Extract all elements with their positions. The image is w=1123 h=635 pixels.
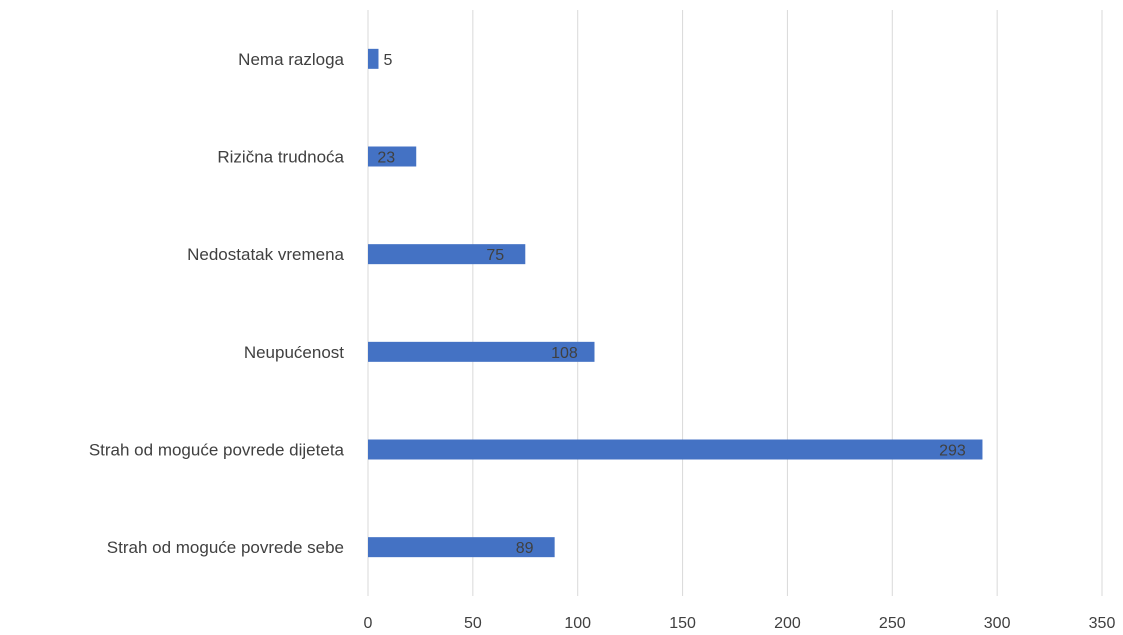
x-tick-label-350: 350 [1089,615,1116,632]
data-labels: 5 23 75 108 293 89 [377,52,966,557]
x-tick-label-0: 0 [364,615,373,632]
category-label-0: Nema razloga [238,50,344,69]
x-tick-label-50: 50 [464,615,482,632]
category-label-4: Strah od moguće povrede dijeteta [89,441,345,460]
gridlines [367,10,1103,596]
x-tick-labels: 0 50 100 150 200 250 300 350 [364,615,1116,632]
category-label-1: Rizična trudnoća [217,148,344,167]
bar-2 [368,244,526,265]
bar-5 [368,537,555,558]
bar-1 [368,146,417,167]
data-label-3: 108 [551,345,578,362]
x-tick-label-100: 100 [564,615,591,632]
bars [368,48,983,558]
bar-0 [368,48,379,69]
x-tick-label-250: 250 [879,615,906,632]
bar-3 [368,341,595,362]
category-label-2: Nedostatak vremena [187,245,344,264]
data-label-4: 293 [939,443,966,460]
x-tick-label-300: 300 [984,615,1011,632]
bar-4 [368,439,983,460]
category-label-5: Strah od moguće povrede sebe [107,538,344,557]
category-label-3: Neupućenost [244,343,344,362]
data-label-1: 23 [377,150,395,167]
x-tick-label-150: 150 [669,615,696,632]
x-tick-label-200: 200 [774,615,801,632]
data-label-5: 89 [516,540,534,557]
data-label-0: 5 [383,52,392,69]
data-label-2: 75 [486,247,504,264]
category-labels: Nema razloga Rizična trudnoća Nedostatak v… [89,50,345,557]
